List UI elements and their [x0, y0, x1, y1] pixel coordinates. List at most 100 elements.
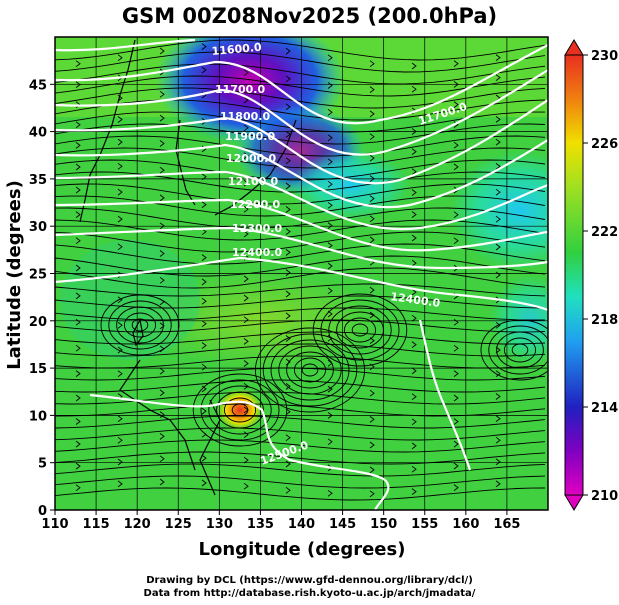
- stream-arrow-179: [453, 344, 459, 352]
- x-tick-label-115: 115: [83, 517, 110, 532]
- stream-arrow-186: [285, 358, 291, 366]
- stream-arrow-125: [495, 215, 501, 223]
- stream-arrow-214: [75, 440, 81, 448]
- stream-arrow-55: [327, 82, 333, 89]
- vortex-ring-3-12: [503, 337, 537, 363]
- stream-arrow-134: [411, 234, 417, 242]
- contour-label-12000: 12000.0: [226, 152, 276, 165]
- stream-arrow-52: [201, 66, 207, 74]
- contour-label-11800: 11800.0: [220, 110, 270, 123]
- x-tick-label-140: 140: [288, 517, 315, 532]
- y-axis-title: Latitude (degrees): [4, 180, 25, 370]
- streamline-27: [55, 367, 546, 381]
- stream-arrow-192: [75, 394, 81, 402]
- stream-arrow-154: [327, 287, 333, 295]
- vortex-ring-0-36: [192, 373, 288, 447]
- stream-arrow-49: [75, 81, 81, 88]
- stream-arrow-131: [285, 249, 291, 256]
- stream-arrow-43: [285, 47, 291, 55]
- streamline-0: [55, 39, 546, 61]
- stream-arrow-69: [453, 101, 459, 108]
- vortex-ring-1-24: [278, 345, 342, 395]
- stream-arrow-197: [285, 383, 291, 390]
- vortex-ring-2-30: [100, 294, 180, 356]
- vortex-ring-1-36: [262, 333, 358, 407]
- stream-arrow-230: [285, 460, 291, 468]
- stream-arrow-153: [285, 290, 291, 298]
- contour-label-12400: 12400.0: [232, 246, 282, 259]
- stream-arrow-110: [327, 201, 333, 209]
- stream-arrow-189: [411, 367, 417, 375]
- streamline-34: [55, 451, 546, 465]
- stream-arrow-58: [453, 81, 459, 88]
- stream-arrow-182: [117, 370, 123, 378]
- stream-arrow-201: [453, 394, 459, 402]
- x-tick-label-120: 120: [124, 517, 151, 532]
- stream-arrow-198: [327, 385, 333, 393]
- vortex-ring-1-6: [301, 363, 319, 377]
- contour-label-11900: 11900.0: [225, 130, 275, 143]
- stream-arrow-84: [159, 140, 165, 147]
- stream-arrow-239: [201, 479, 207, 487]
- contour-label-12100: 12100.0: [228, 175, 278, 188]
- vortex-ring-2-24: [108, 300, 172, 350]
- y-tick-label-30: 30: [29, 220, 47, 235]
- stream-arrow-235: [495, 458, 501, 466]
- stream-arrow-202: [495, 393, 501, 400]
- stream-arrow-139: [159, 276, 165, 284]
- stream-arrow-42: [243, 43, 249, 50]
- colorbar-tick-label-230: 230: [591, 49, 618, 64]
- stream-arrow-129: [201, 254, 207, 261]
- stream-arrow-96: [201, 173, 207, 181]
- streamline-23: [55, 319, 546, 333]
- stream-arrow-62: [159, 90, 165, 98]
- contour-label-11600: 11600.0: [211, 41, 262, 58]
- y-tick-label-15: 15: [29, 362, 47, 377]
- stream-arrow-143: [327, 262, 333, 270]
- stream-arrow-54: [285, 75, 291, 83]
- x-axis-title: Longitude (degrees): [199, 539, 406, 560]
- stream-arrow-225: [75, 462, 81, 470]
- streamline-13: [55, 195, 546, 217]
- stream-arrow-79: [411, 128, 417, 135]
- stream-arrow-97: [243, 179, 249, 187]
- stream-arrow-46: [411, 62, 417, 70]
- stream-arrow-156: [411, 288, 417, 296]
- stream-arrow-47: [453, 60, 459, 67]
- stream-arrow-240: [243, 482, 249, 490]
- stream-arrow-222: [411, 442, 417, 450]
- stream-arrow-81: [495, 116, 501, 123]
- stream-arrow-105: [117, 188, 123, 196]
- vortex-ring-4-12: [343, 317, 377, 343]
- stream-arrow-126: [75, 237, 81, 245]
- stream-arrow-243: [369, 490, 375, 498]
- stream-arrow-98: [285, 182, 291, 190]
- vortex-ring-3-24: [488, 325, 548, 375]
- stream-arrow-45: [369, 60, 375, 68]
- stream-arrow-88: [327, 158, 333, 166]
- stream-arrow-163: [243, 316, 249, 324]
- stream-arrow-71: [75, 121, 81, 129]
- stream-arrow-61: [117, 94, 123, 102]
- stream-arrow-152: [243, 294, 249, 302]
- streamline-7: [55, 123, 546, 145]
- y-tick-label-35: 35: [29, 173, 47, 188]
- chart-title: GSM 00Z08Nov2025 (200.0hPa): [121, 4, 498, 28]
- y-tick-label-0: 0: [38, 504, 47, 519]
- stream-arrow-155: [369, 286, 375, 294]
- y-axis: 0 5 10 15 20 25 30 35 40 45: [29, 78, 55, 519]
- contour-line-12000: [55, 139, 548, 209]
- stream-arrow-64: [243, 96, 249, 104]
- stream-arrow-100: [369, 175, 375, 182]
- stream-arrow-237: [117, 480, 123, 488]
- stream-arrow-149: [117, 296, 123, 304]
- stream-arrow-244: [411, 488, 417, 495]
- x-tick-label-110: 110: [41, 517, 68, 532]
- stream-arrow-206: [201, 407, 207, 415]
- stream-arrow-44: [327, 54, 333, 62]
- credit-drawing: Drawing by DCL (https://www.gfd-dennou.o…: [146, 575, 473, 586]
- stream-arrow-48: [495, 54, 501, 61]
- height-contours: [55, 38, 548, 510]
- stream-arrow-102: [453, 163, 459, 171]
